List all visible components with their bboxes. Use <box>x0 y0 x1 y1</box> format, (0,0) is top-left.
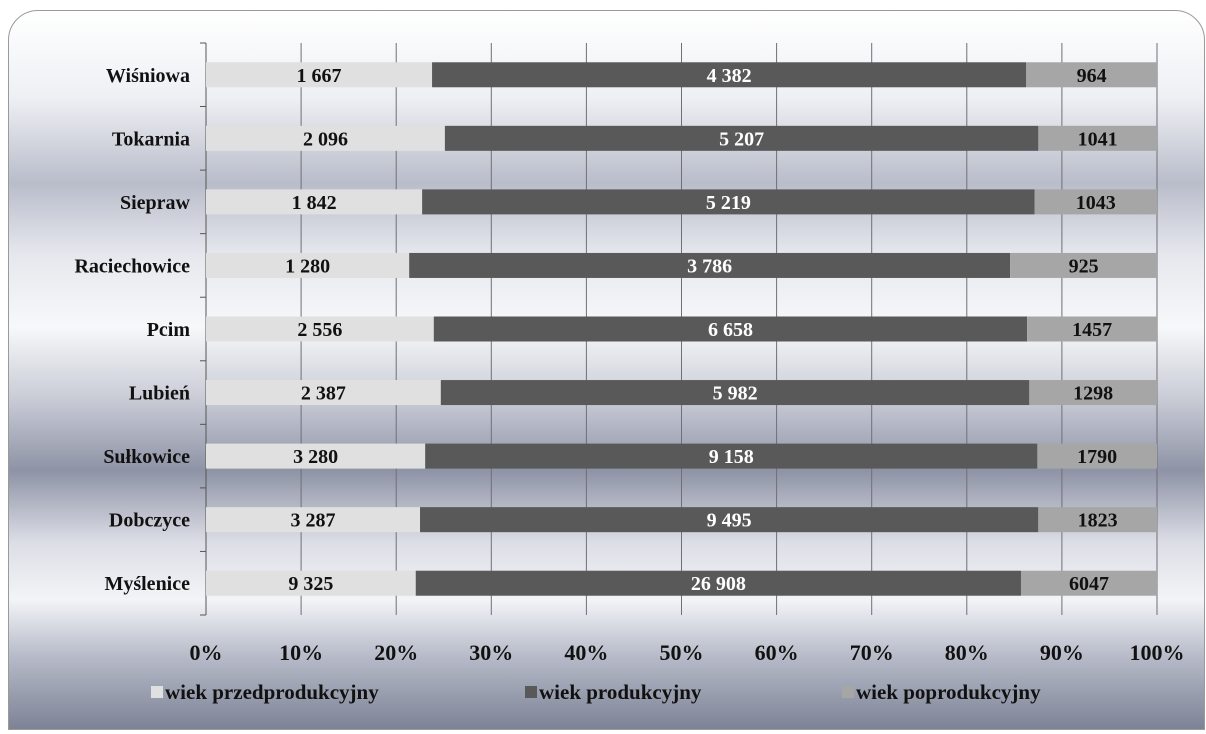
category-label: Raciechowice <box>74 255 190 277</box>
data-label: 1 280 <box>285 255 330 277</box>
x-tick-label: 0% <box>190 640 223 665</box>
legend: wiek przedprodukcyjny wiek produkcyjny wie… <box>151 680 1041 704</box>
data-label: 3 786 <box>687 255 732 277</box>
stacked-bar-chart: 9 325 26 908 6047 3 287 9 495 1823 3 280 9 158 1… <box>74 42 1185 704</box>
bar-segment <box>1027 316 1157 342</box>
data-label: 1 842 <box>292 192 337 214</box>
data-label: 5 219 <box>706 192 751 214</box>
bar-segment <box>1010 252 1157 278</box>
data-label: 1823 <box>1078 510 1118 532</box>
category-label: Wiśniowa <box>106 65 190 87</box>
x-tick-label: 100% <box>1130 640 1185 665</box>
bar-segment <box>409 252 1011 278</box>
category-labels: Myślenice Dobczyce Sułkowice Lubień Pcim Raci… <box>74 65 190 595</box>
data-label: 6 658 <box>708 319 753 341</box>
data-label: 2 387 <box>301 383 346 405</box>
category-label: Dobczyce <box>109 510 190 532</box>
x-tick-label: 70% <box>850 640 894 665</box>
x-tick-label: 40% <box>564 640 608 665</box>
bar-segment <box>206 316 434 342</box>
legend-swatch <box>151 686 163 698</box>
data-label: 6047 <box>1069 573 1109 595</box>
data-label: 3 280 <box>293 446 338 468</box>
bar-segment <box>206 125 445 151</box>
data-label: 964 <box>1077 65 1107 87</box>
x-tick-label: 50% <box>660 640 704 665</box>
bar-segment <box>206 189 423 215</box>
data-label: 4 382 <box>707 65 752 87</box>
data-label: 1043 <box>1076 192 1116 214</box>
category-label: Tokarnia <box>112 128 190 150</box>
data-label: 2 096 <box>303 128 348 150</box>
bar-segment <box>206 570 416 596</box>
legend-label: wiek produkcyjny <box>539 680 702 704</box>
data-label: 2 556 <box>297 319 342 341</box>
bars: 9 325 26 908 6047 3 287 9 495 1823 3 280 9 158 1… <box>206 62 1157 596</box>
x-tick-label: 30% <box>469 640 513 665</box>
bar-segment <box>206 380 441 406</box>
bar-segment <box>432 62 1027 88</box>
legend-swatch <box>525 686 537 698</box>
bar-segment <box>425 443 1038 469</box>
category-label: Siepraw <box>120 192 191 214</box>
x-tick-label: 20% <box>374 640 418 665</box>
data-label: 5 207 <box>719 128 764 150</box>
category-label: Sułkowice <box>103 446 190 468</box>
data-label: 1041 <box>1078 128 1118 150</box>
category-label: Myślenice <box>104 573 190 595</box>
data-label: 3 287 <box>291 510 336 532</box>
data-label: 9 495 <box>707 510 752 532</box>
x-tick-label: 80% <box>945 640 989 665</box>
bar-segment <box>1037 443 1157 469</box>
bar-segment <box>206 443 426 469</box>
legend-label: wiek poprodukcyjny <box>856 680 1041 704</box>
data-label: 925 <box>1069 255 1099 277</box>
data-label: 1790 <box>1077 446 1117 468</box>
bar-segment <box>1029 380 1157 406</box>
bar-segment <box>422 189 1035 215</box>
x-axis-ticks: 0% 10% 20% 30% 40% 50% 60% 70% 80% 90% 100% <box>190 640 1185 665</box>
data-label: 1298 <box>1073 383 1113 405</box>
bar-segment <box>420 507 1039 533</box>
data-label: 26 908 <box>691 573 746 595</box>
category-label: Pcim <box>147 319 191 341</box>
legend-label: wiek przedprodukcyjny <box>165 680 379 704</box>
bar-segment <box>1020 570 1157 596</box>
bar-segment <box>206 252 410 278</box>
bar-segment <box>415 570 1021 596</box>
x-tick-label: 90% <box>1040 640 1084 665</box>
x-tick-label: 60% <box>755 640 799 665</box>
bar-segment <box>444 125 1039 151</box>
data-label: 1457 <box>1072 319 1112 341</box>
bar-segment <box>1026 62 1157 88</box>
bar-segment <box>206 507 421 533</box>
bar-segment <box>433 316 1028 342</box>
bar-segment <box>440 380 1030 406</box>
legend-swatch <box>842 686 854 698</box>
data-label: 9 325 <box>288 573 333 595</box>
data-label: 1 667 <box>297 65 342 87</box>
data-label: 9 158 <box>709 446 754 468</box>
bar-segment <box>1038 507 1157 533</box>
bar-segment <box>1038 125 1157 151</box>
x-tick-label: 10% <box>279 640 323 665</box>
category-label: Lubień <box>129 383 190 405</box>
data-label: 5 982 <box>713 383 758 405</box>
bar-segment <box>1034 189 1157 215</box>
chart-frame: 9 325 26 908 6047 3 287 9 495 1823 3 280 9 158 1… <box>8 10 1205 730</box>
bar-segment <box>206 62 433 88</box>
